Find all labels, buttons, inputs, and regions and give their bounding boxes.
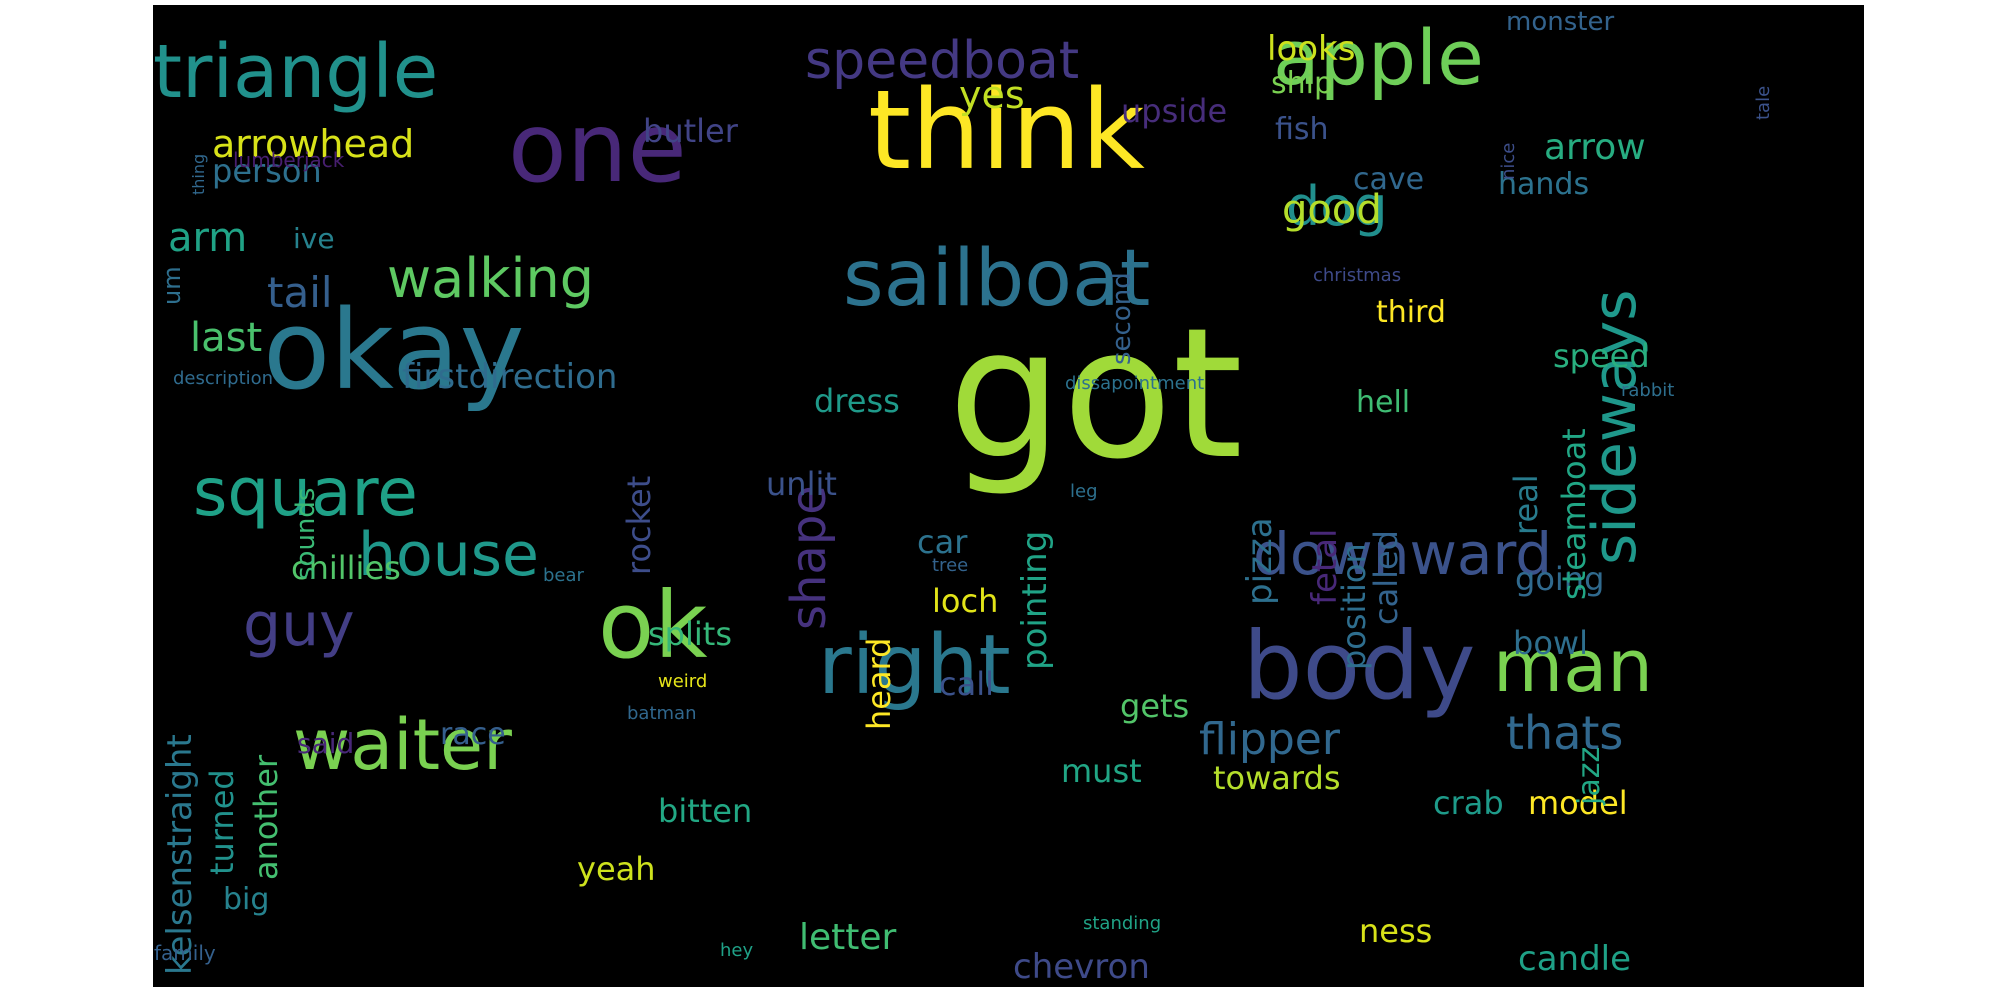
word-cave: cave	[1353, 162, 1425, 197]
word-apple: apple	[1273, 13, 1484, 102]
word-think: think	[868, 66, 1145, 194]
word-body: body	[1243, 612, 1476, 721]
word-dress: dress	[814, 382, 900, 420]
word-waiter: waiter	[293, 704, 512, 786]
word-got: got	[948, 290, 1243, 499]
word-shape: shape	[781, 485, 837, 630]
word-letter: letter	[799, 917, 897, 958]
word-man: man	[1493, 624, 1653, 708]
word-thing: thing	[189, 153, 208, 195]
word-downward: downward	[1253, 520, 1553, 588]
word-standing: standing	[1083, 913, 1162, 934]
word-walking: walking	[387, 247, 595, 310]
word-flipper: flipper	[1199, 714, 1340, 765]
word-race: race	[440, 717, 506, 752]
word-tail: tail	[267, 268, 333, 317]
word-second: second	[1107, 272, 1137, 365]
word-description: description	[173, 368, 274, 389]
word-person: person	[212, 152, 322, 190]
word-loch: loch	[932, 582, 999, 620]
word-speedboat: speedboat	[805, 31, 1080, 91]
word-gets: gets	[1120, 687, 1190, 725]
word-towards: towards	[1213, 759, 1341, 797]
word-bitten: bitten	[658, 792, 753, 830]
word-hey: hey	[720, 940, 754, 961]
word-good: good	[1282, 187, 1382, 233]
word-guy: guy	[243, 590, 355, 660]
word-ok: ok	[598, 572, 708, 679]
word-unlit: unlit	[766, 465, 837, 503]
word-crab: crab	[1433, 784, 1504, 822]
word-jazz: jazz	[1572, 746, 1607, 805]
word-dog: dog	[1286, 175, 1388, 238]
word-christmas: christmas	[1313, 265, 1402, 286]
word-batman: batman	[627, 703, 697, 724]
word-another: another	[247, 754, 285, 880]
word-rabbit: rabbit	[1621, 380, 1675, 401]
word-leg: leg	[1070, 481, 1098, 502]
word-position: position	[1335, 543, 1373, 670]
word-arrowhead: arrowhead	[212, 122, 415, 166]
word-lumberjack: lumberjack	[233, 148, 345, 172]
word-steamboat: steamboat	[1555, 428, 1593, 600]
word-chillies: chillies	[291, 549, 401, 587]
word-call: call	[939, 665, 994, 703]
word-big: big	[223, 882, 270, 917]
word-speed: speed	[1553, 337, 1650, 375]
word-yes: yes	[959, 73, 1025, 117]
word-candle: candle	[1518, 939, 1632, 979]
word-yeah: yeah	[577, 850, 656, 888]
word-model: model	[1528, 784, 1628, 822]
word-pizza: pizza	[1240, 517, 1280, 605]
word-sounds: sounds	[291, 487, 321, 580]
word-must: must	[1061, 752, 1142, 790]
word-um: um	[158, 266, 186, 305]
word-bowl: bowl	[1513, 624, 1588, 662]
word-last: last	[190, 315, 263, 361]
word-upside: upside	[1121, 92, 1228, 130]
word-rocket: rocket	[620, 475, 658, 575]
word-butler: butler	[643, 112, 738, 150]
word-dissapointment: dissapointment	[1065, 373, 1205, 394]
word-pointing: pointing	[1015, 530, 1055, 670]
word-triangle: triangle	[153, 29, 439, 115]
word-said: said	[297, 727, 355, 760]
word-kelsenstraight: kelsenstraight	[160, 734, 200, 975]
word-real: real	[1507, 474, 1545, 535]
word-family: family	[154, 941, 216, 965]
word-ive: ive	[293, 222, 335, 255]
word-arrow: arrow	[1544, 127, 1646, 168]
word-right: right	[818, 618, 1011, 713]
word-sideways: sideways	[1580, 289, 1650, 565]
word-called: called	[1367, 530, 1405, 625]
word-square: square	[193, 454, 418, 531]
word-car: car	[917, 523, 968, 561]
word-splits: splits	[648, 615, 732, 653]
word-chevron: chevron	[1013, 947, 1150, 987]
word-third: third	[1376, 295, 1446, 330]
word-going: going	[1515, 560, 1605, 598]
word-thats: thats	[1506, 706, 1624, 760]
word-tree: tree	[932, 555, 969, 576]
word-house: house	[358, 520, 539, 590]
word-one: one	[508, 92, 687, 204]
word-weird: weird	[658, 671, 708, 692]
word-bear: bear	[543, 565, 584, 586]
word-hands: hands	[1498, 167, 1590, 202]
word-ship: ship	[1271, 66, 1334, 101]
word-sailboat: sailboat	[843, 234, 1151, 324]
word-tale: tale	[1753, 85, 1774, 120]
word-nice: nice	[1498, 142, 1519, 180]
word-ness: ness	[1359, 912, 1433, 950]
word-arm: arm	[168, 215, 248, 261]
word-hell: hell	[1356, 385, 1411, 420]
word-looks: looks	[1267, 29, 1356, 69]
word-heard: heard	[860, 637, 898, 730]
word-okay: okay	[263, 286, 525, 414]
word-monster: monster	[1506, 7, 1615, 37]
word-turned: turned	[203, 769, 241, 875]
word-firstdirection: firstdirection	[402, 357, 618, 397]
word-cloud: got think okay one body ok right sailboat apple t…	[153, 5, 1864, 987]
word-fish: fish	[1275, 112, 1329, 147]
